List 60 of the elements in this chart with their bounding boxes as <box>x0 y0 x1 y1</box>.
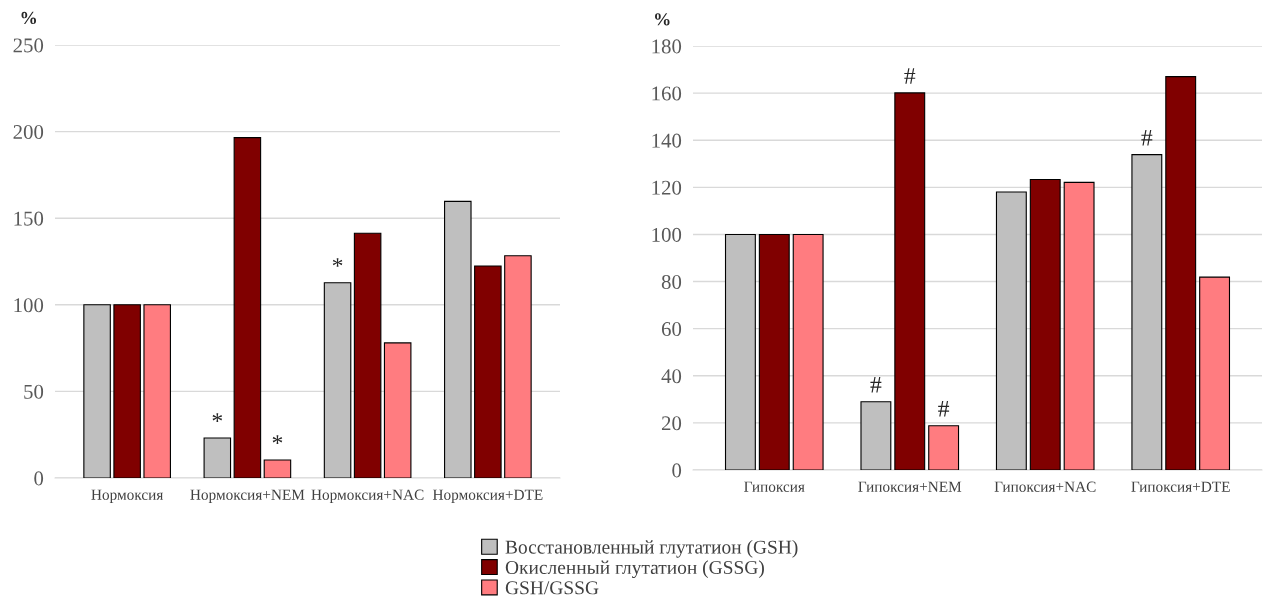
bar <box>758 233 790 470</box>
legend-label: Восстановленный глутатион (GSH) <box>505 540 798 558</box>
data-label: * <box>332 258 343 267</box>
data-label: * <box>272 435 283 444</box>
data-label: # <box>870 377 882 393</box>
bar <box>928 425 960 470</box>
x-tick-label: Нормоксия <box>91 489 164 503</box>
bar <box>724 233 756 470</box>
x-tick-label: Гипоксия <box>744 481 805 492</box>
bar <box>83 304 111 478</box>
y-tick-label: 160 <box>652 86 682 101</box>
data-label: * <box>212 413 223 422</box>
y-tick-label: 140 <box>652 133 682 148</box>
x-tick-label: Гипоксия+NEM <box>858 481 962 492</box>
y-tick-label: 50 <box>24 384 44 399</box>
legend-label: Окисленный глутатион (GSSG) <box>505 560 764 579</box>
y-axis-title: % <box>21 11 37 25</box>
bar <box>474 265 502 478</box>
y-tick-label: 150 <box>14 211 44 226</box>
bar <box>353 232 382 478</box>
bar <box>860 401 892 470</box>
y-tick-label: 120 <box>652 180 682 195</box>
bar <box>383 342 412 478</box>
data-label: # <box>904 68 916 84</box>
data-label: # <box>938 401 950 417</box>
bar <box>894 92 926 470</box>
y-tick-label: 0 <box>672 463 682 478</box>
bar <box>143 304 171 478</box>
bar <box>1063 181 1095 470</box>
bar <box>1029 179 1061 470</box>
y-tick-label: 100 <box>14 298 44 313</box>
y-tick-label: 40 <box>661 369 682 384</box>
bar <box>792 233 824 470</box>
x-tick-label: Нормоксия+NAC <box>311 489 424 503</box>
y-tick-label: 20 <box>661 416 682 431</box>
x-tick-label: Нормоксия+NEM <box>190 489 305 503</box>
y-tick-label: 180 <box>652 39 682 54</box>
bar <box>323 282 352 478</box>
y-tick-label: 0 <box>34 471 44 486</box>
bar <box>444 200 472 478</box>
y-tick-label: 200 <box>13 124 44 140</box>
y-tick-label: 80 <box>661 274 682 289</box>
bar <box>263 459 292 478</box>
legend-label: GSH/GSSG <box>505 581 599 595</box>
x-tick-label: Гипоксия+DTE <box>1131 481 1230 492</box>
x-tick-label: Гипоксия+NAC <box>994 481 1096 492</box>
y-axis-title: % <box>655 13 670 26</box>
y-tick-label: 250 <box>13 38 44 53</box>
bar <box>233 137 262 478</box>
bar <box>1131 154 1163 470</box>
bar <box>1165 76 1197 470</box>
y-tick-label: 60 <box>661 322 682 337</box>
bar <box>113 304 141 478</box>
bar <box>995 191 1027 470</box>
x-tick-label: Нормоксия+DTE <box>432 489 543 503</box>
y-tick-label: 100 <box>652 227 682 242</box>
bar <box>504 255 532 478</box>
bar <box>1199 276 1231 470</box>
bar <box>203 437 232 478</box>
data-label: # <box>1141 129 1153 146</box>
